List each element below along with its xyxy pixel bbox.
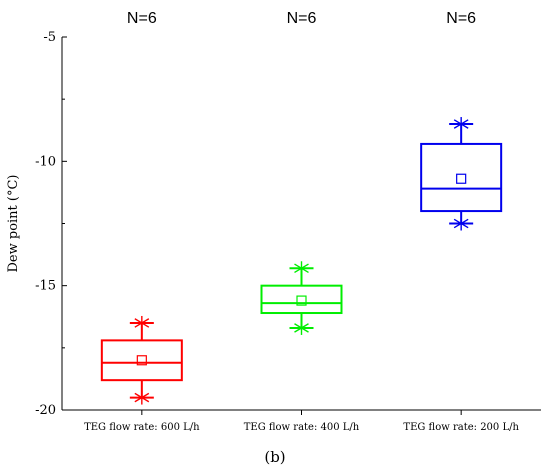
min-marker [453, 216, 469, 231]
mean-marker [136, 355, 147, 366]
n-label: N=6 [127, 10, 157, 27]
min-marker [134, 390, 150, 405]
max-marker [453, 117, 469, 132]
y-axis-title: Dew point (°C) [6, 174, 21, 272]
y-tick-label: -15 [35, 279, 56, 294]
y-tick-label: -5 [43, 30, 56, 45]
box-plot-chart: -5 -10 -15 -20 Dew point (°C) TEG flow rate… [6, 10, 541, 433]
mean-marker [456, 173, 467, 184]
category-label: TEG flow rate: 200 L/h [403, 422, 519, 433]
box-2: TEG flow rate: 400 L/h N=6 [244, 10, 360, 433]
y-axis: -5 -10 -15 -20 [35, 30, 67, 418]
iqr-box [260, 284, 343, 315]
category-label: TEG flow rate: 600 L/h [84, 422, 200, 433]
max-marker [134, 315, 150, 330]
n-label: N=6 [287, 10, 317, 27]
max-marker [294, 261, 309, 276]
category-label: TEG flow rate: 400 L/h [244, 422, 360, 433]
n-label: N=6 [446, 10, 476, 27]
box-3: TEG flow rate: 200 L/h N=6 [403, 10, 519, 433]
y-tick-label: -20 [35, 403, 56, 418]
iqr-box [420, 142, 503, 213]
figure-label: (b) [264, 448, 286, 466]
y-tick-label: -10 [35, 154, 56, 169]
mean-marker [296, 295, 307, 306]
min-marker [294, 320, 309, 335]
iqr-box [100, 339, 183, 382]
box-1: TEG flow rate: 600 L/h N=6 [84, 10, 200, 433]
